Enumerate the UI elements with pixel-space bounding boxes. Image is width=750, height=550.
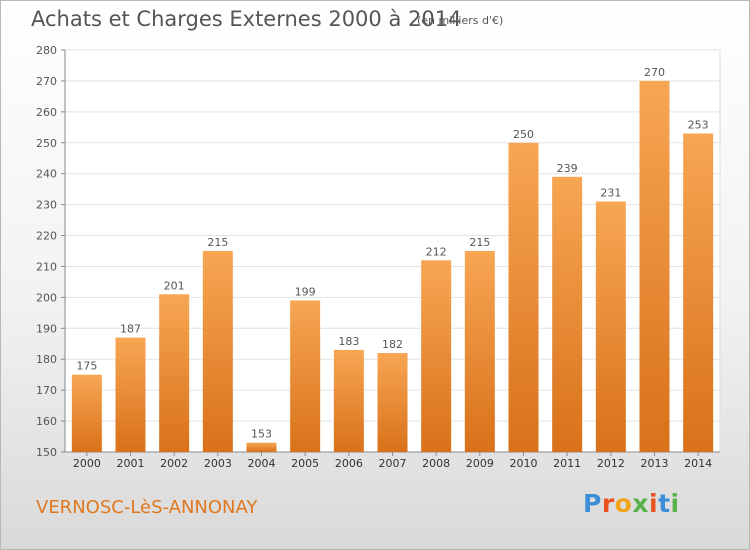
y-tick-label: 150 xyxy=(36,446,57,459)
y-tick-label: 260 xyxy=(36,106,57,119)
y-tick-label: 280 xyxy=(36,44,57,57)
bar xyxy=(421,260,452,452)
chart-subtitle: (en milliers d'€) xyxy=(417,14,504,27)
data-label: 231 xyxy=(600,187,621,200)
y-tick-label: 250 xyxy=(36,137,57,150)
bar xyxy=(71,374,102,452)
y-tick-label: 170 xyxy=(36,384,57,397)
x-tick-label: 2007 xyxy=(379,457,407,470)
chart-title: Achats et Charges Externes 2000 à 2014 xyxy=(31,7,462,31)
bar xyxy=(683,133,714,452)
x-tick-label: 2003 xyxy=(204,457,232,470)
data-label: 239 xyxy=(557,162,578,175)
logo-letter: P xyxy=(583,489,602,518)
proxiti-logo: Proxiti xyxy=(583,489,680,518)
data-label: 153 xyxy=(251,428,272,441)
data-label: 253 xyxy=(688,118,709,131)
data-label: 212 xyxy=(426,245,447,258)
x-tick-label: 2004 xyxy=(248,457,276,470)
x-tick-label: 2001 xyxy=(117,457,145,470)
bar xyxy=(246,442,277,452)
y-tick-label: 210 xyxy=(36,260,57,273)
bar xyxy=(595,201,626,452)
data-label: 215 xyxy=(207,236,228,249)
logo-letter: t xyxy=(658,489,671,518)
data-label: 250 xyxy=(513,128,534,141)
bar xyxy=(202,251,233,452)
x-tick-label: 2006 xyxy=(335,457,363,470)
data-label: 201 xyxy=(164,279,185,292)
y-tick-label: 160 xyxy=(36,415,57,428)
data-label: 215 xyxy=(469,236,490,249)
x-tick-label: 2010 xyxy=(510,457,538,470)
bar xyxy=(290,300,321,452)
logo-letter: o xyxy=(614,489,633,518)
x-tick-label: 2014 xyxy=(684,457,712,470)
y-tick-label: 220 xyxy=(36,230,57,243)
bar xyxy=(508,142,539,452)
data-label: 187 xyxy=(120,323,141,336)
x-tick-label: 2012 xyxy=(597,457,625,470)
bar xyxy=(639,80,670,452)
data-label: 270 xyxy=(644,66,665,79)
y-tick-label: 240 xyxy=(36,168,57,181)
bar xyxy=(159,294,190,452)
y-tick-label: 200 xyxy=(36,291,57,304)
y-tick-label: 180 xyxy=(36,353,57,366)
y-tick-label: 270 xyxy=(36,75,57,88)
y-tick-label: 190 xyxy=(36,322,57,335)
bar xyxy=(115,337,146,452)
location-label: VERNOSC-LèS-ANNONAY xyxy=(36,497,258,518)
logo-letter: x xyxy=(632,489,649,518)
logo-letter: i xyxy=(670,489,680,518)
data-label: 182 xyxy=(382,338,403,351)
data-label: 199 xyxy=(295,285,316,298)
logo-letter: r xyxy=(601,489,615,518)
x-tick-label: 2008 xyxy=(422,457,450,470)
logo-letter: i xyxy=(649,489,659,518)
bar xyxy=(377,353,408,452)
data-label: 175 xyxy=(76,360,97,373)
x-tick-label: 2013 xyxy=(641,457,669,470)
y-tick-label: 230 xyxy=(36,199,57,212)
bar xyxy=(333,349,364,452)
bar xyxy=(552,176,583,453)
x-tick-label: 2002 xyxy=(160,457,188,470)
x-tick-label: 2009 xyxy=(466,457,494,470)
x-tick-label: 2011 xyxy=(553,457,581,470)
x-tick-label: 2000 xyxy=(73,457,101,470)
x-tick-label: 2005 xyxy=(291,457,319,470)
bar xyxy=(464,251,495,452)
data-label: 183 xyxy=(338,335,359,348)
